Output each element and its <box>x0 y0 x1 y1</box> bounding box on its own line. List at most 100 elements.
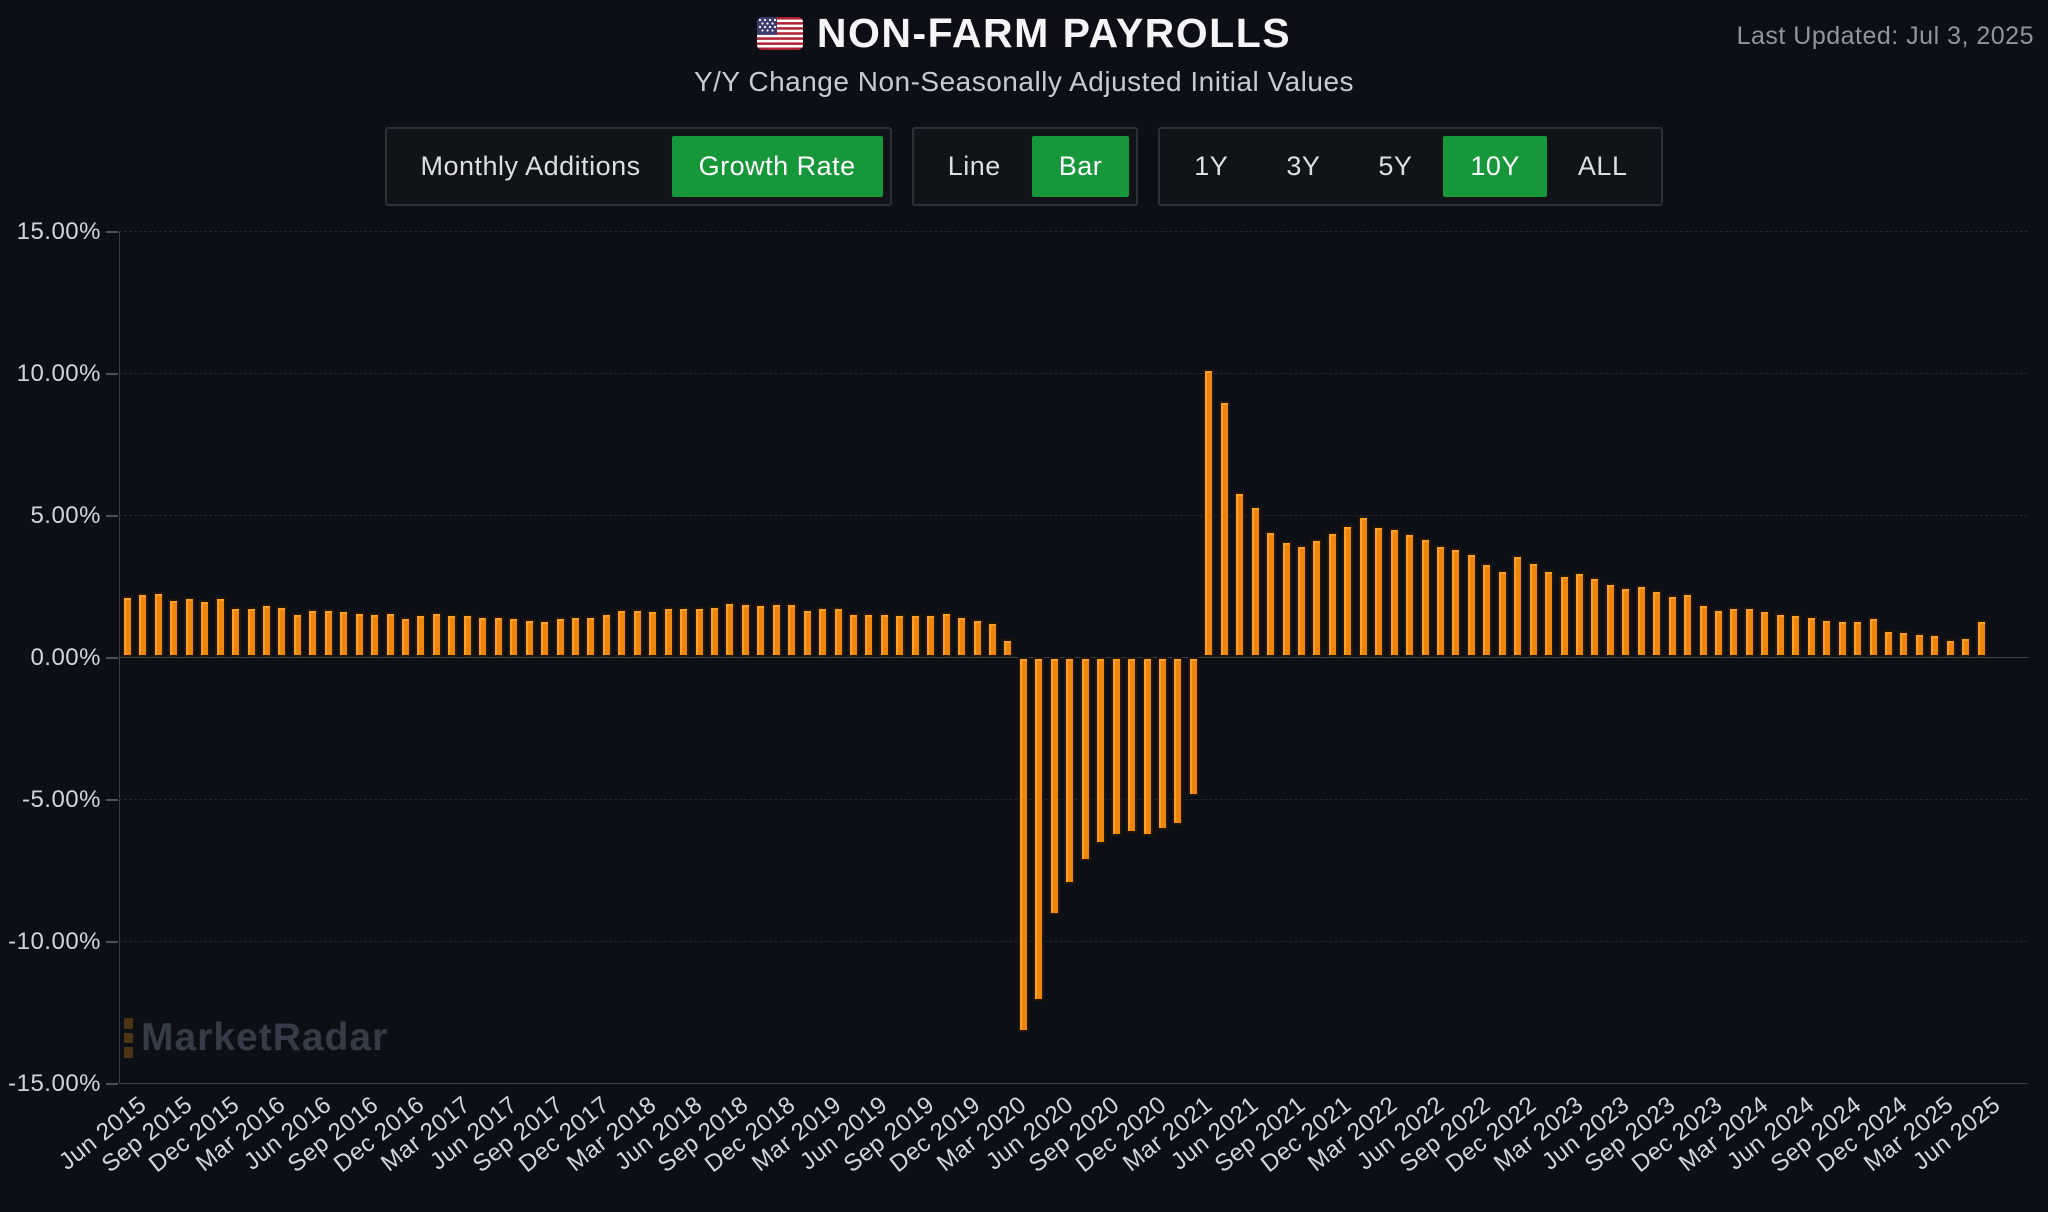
chart-bar-jan-2021[interactable] <box>1156 657 1168 831</box>
chart-bar-jul-2024[interactable] <box>1805 615 1817 657</box>
chart-bar-dec-2016[interactable] <box>400 617 412 657</box>
chart-bar-jun-2020[interactable] <box>1048 657 1060 916</box>
chart-bar-jun-2024[interactable] <box>1790 614 1802 657</box>
range-3y[interactable]: 3Y <box>1259 136 1347 197</box>
chart-bar-feb-2020[interactable] <box>987 621 999 657</box>
chart-bar-dec-2019[interactable] <box>956 615 968 657</box>
chart-bar-dec-2020[interactable] <box>1141 657 1153 836</box>
chart-bar-jul-2019[interactable] <box>878 612 890 657</box>
chart-bar-apr-2023[interactable] <box>1574 571 1586 657</box>
chart-bar-jul-2021[interactable] <box>1249 506 1261 657</box>
chart-bar-jan-2022[interactable] <box>1342 524 1354 657</box>
chart-bar-sep-2017[interactable] <box>539 620 551 657</box>
chart-bar-nov-2017[interactable] <box>569 615 581 657</box>
chart-bar-dec-2024[interactable] <box>1882 630 1894 657</box>
toggle-growth-rate[interactable]: Growth Rate <box>671 136 883 197</box>
chart-bar-may-2018[interactable] <box>662 607 674 657</box>
chart-bar-mar-2024[interactable] <box>1743 607 1755 657</box>
chart-bar-oct-2020[interactable] <box>1110 657 1122 836</box>
chart-bar-dec-2015[interactable] <box>214 597 226 657</box>
chart-bar-jun-2015[interactable] <box>122 595 133 657</box>
chart-bar-dec-2022[interactable] <box>1512 554 1524 657</box>
chart-bar-jan-2017[interactable] <box>415 614 427 657</box>
chart-bar-aug-2022[interactable] <box>1450 547 1462 657</box>
chart-bar-feb-2019[interactable] <box>801 608 813 657</box>
chart-bar-nov-2023[interactable] <box>1682 593 1694 657</box>
chart-bar-feb-2016[interactable] <box>245 607 257 657</box>
chart-bar-dec-2018[interactable] <box>770 603 782 657</box>
chart-bar-may-2022[interactable] <box>1404 533 1416 657</box>
chart-bar-sep-2020[interactable] <box>1095 657 1107 845</box>
chart-bar-mar-2017[interactable] <box>446 614 458 657</box>
chart-bar-jul-2016[interactable] <box>322 608 334 657</box>
chart-bar-sep-2021[interactable] <box>1280 540 1292 657</box>
chart-bar-oct-2017[interactable] <box>554 617 566 657</box>
chart-bar-may-2019[interactable] <box>848 612 859 657</box>
chart-bar-oct-2021[interactable] <box>1295 544 1307 657</box>
chart-bar-feb-2025[interactable] <box>1913 632 1925 657</box>
chart-bar-jan-2018[interactable] <box>600 612 612 657</box>
chart-bar-apr-2021[interactable] <box>1203 368 1215 657</box>
chart-bar-nov-2024[interactable] <box>1867 617 1879 657</box>
chart-bar-jun-2021[interactable] <box>1234 492 1246 657</box>
toggle-line[interactable]: Line <box>921 136 1028 197</box>
chart-bar-feb-2018[interactable] <box>616 608 628 657</box>
chart-bar-mar-2016[interactable] <box>261 604 273 657</box>
chart-bar-jun-2016[interactable] <box>307 608 319 657</box>
chart-bar-jun-2017[interactable] <box>492 615 504 657</box>
chart-bar-jan-2024[interactable] <box>1713 608 1725 657</box>
chart-bar-may-2023[interactable] <box>1589 577 1601 657</box>
chart-bar-jun-2018[interactable] <box>678 607 690 657</box>
chart-bar-jun-2019[interactable] <box>863 612 875 657</box>
toggle-bar[interactable]: Bar <box>1031 136 1130 197</box>
chart-bar-dec-2023[interactable] <box>1697 604 1709 657</box>
chart-bar-oct-2015[interactable] <box>183 597 195 657</box>
chart-bar-dec-2021[interactable] <box>1326 532 1338 657</box>
chart-bar-aug-2024[interactable] <box>1821 618 1833 657</box>
chart-bar-apr-2024[interactable] <box>1759 610 1771 657</box>
chart-bar-may-2020[interactable] <box>1033 657 1045 1001</box>
chart-bar-apr-2025[interactable] <box>1944 638 1956 657</box>
chart-bar-sep-2018[interactable] <box>724 601 736 657</box>
chart-bar-aug-2015[interactable] <box>152 591 164 657</box>
chart-bar-aug-2023[interactable] <box>1635 584 1647 657</box>
chart-bar-feb-2021[interactable] <box>1172 657 1184 825</box>
chart-bar-jul-2017[interactable] <box>508 617 520 657</box>
chart-bar-sep-2019[interactable] <box>909 614 921 657</box>
chart-bar-nov-2015[interactable] <box>199 600 211 657</box>
chart-bar-apr-2022[interactable] <box>1388 527 1400 657</box>
chart-bar-jan-2023[interactable] <box>1527 561 1539 657</box>
chart-bar-oct-2016[interactable] <box>369 612 381 657</box>
chart-bar-feb-2023[interactable] <box>1543 570 1555 657</box>
chart-bar-mar-2018[interactable] <box>631 608 643 657</box>
chart-bar-jul-2018[interactable] <box>693 607 705 657</box>
chart-bar-aug-2020[interactable] <box>1079 657 1091 862</box>
chart-bar-oct-2022[interactable] <box>1481 563 1493 657</box>
chart-bar-sep-2023[interactable] <box>1651 590 1663 657</box>
chart-bar-jan-2025[interactable] <box>1898 631 1910 657</box>
chart-bar-sep-2016[interactable] <box>353 611 365 657</box>
chart-bar-nov-2018[interactable] <box>755 604 767 657</box>
chart-bar-nov-2016[interactable] <box>384 611 396 657</box>
chart-bar-mar-2020[interactable] <box>1002 638 1014 657</box>
chart-bar-apr-2020[interactable] <box>1017 657 1029 1032</box>
chart-bar-oct-2018[interactable] <box>739 603 751 657</box>
chart-bar-jun-2022[interactable] <box>1419 537 1431 657</box>
chart-bar-jan-2019[interactable] <box>786 603 798 657</box>
range-all[interactable]: ALL <box>1551 136 1655 197</box>
chart-bar-feb-2017[interactable] <box>430 611 442 657</box>
chart-bar-sep-2022[interactable] <box>1465 553 1477 657</box>
chart-bar-nov-2022[interactable] <box>1496 570 1508 657</box>
chart-bar-jul-2022[interactable] <box>1434 544 1446 657</box>
chart-bar-apr-2018[interactable] <box>647 610 659 657</box>
chart-bar-oct-2023[interactable] <box>1666 594 1678 657</box>
chart-bar-apr-2016[interactable] <box>276 605 288 657</box>
chart-bar-nov-2019[interactable] <box>940 611 952 657</box>
chart-bar-jun-2023[interactable] <box>1604 583 1616 657</box>
chart-bar-sep-2024[interactable] <box>1836 620 1848 657</box>
chart-bar-mar-2022[interactable] <box>1373 526 1385 657</box>
chart-bar-feb-2022[interactable] <box>1357 516 1369 657</box>
chart-bar-apr-2017[interactable] <box>461 614 473 657</box>
chart-bar-may-2017[interactable] <box>477 615 489 657</box>
chart-bar-jul-2023[interactable] <box>1620 587 1632 657</box>
